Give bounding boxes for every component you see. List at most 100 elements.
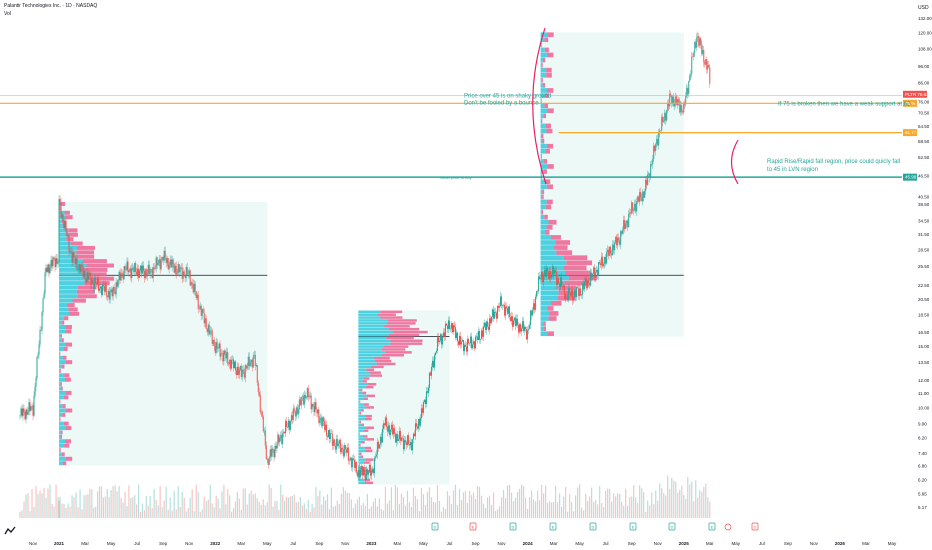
- bracket-arc-left: [532, 27, 547, 185]
- volume-bar: [201, 509, 203, 518]
- time-tick-label: Jul: [603, 541, 609, 546]
- candle-body: [614, 242, 616, 251]
- volume-bar: [27, 493, 29, 518]
- volume-bar: [567, 511, 569, 518]
- profile-bar-up: [358, 397, 364, 401]
- profile-bar-up: [358, 417, 366, 421]
- candle-body: [611, 253, 613, 256]
- profile-bar-down: [62, 355, 67, 360]
- candle-body: [651, 164, 653, 165]
- profile-bar-up: [358, 438, 367, 441]
- volume-bar: [338, 504, 340, 518]
- earnings-marker: E: [469, 522, 477, 531]
- volume-bar: [364, 505, 366, 518]
- candle-body: [666, 110, 668, 121]
- candle-body: [307, 388, 309, 398]
- tradingview-logo-icon[interactable]: [4, 526, 16, 536]
- candle-body: [382, 423, 384, 430]
- volume-bar: [61, 503, 63, 518]
- profile-bar-down: [65, 325, 72, 330]
- profile-bar-up: [59, 281, 85, 286]
- profile-bar-up: [540, 57, 543, 63]
- profile-bar-up: [59, 452, 62, 457]
- profile-bar-up: [358, 374, 371, 377]
- profile-bar-down: [386, 336, 414, 340]
- candle-body: [450, 323, 452, 329]
- volume-bar: [73, 497, 75, 518]
- candle-body: [205, 318, 207, 329]
- volume-profile-layer: [59, 32, 684, 485]
- candle-body: [175, 265, 177, 275]
- candle-body: [414, 423, 416, 437]
- candle-body: [138, 268, 140, 278]
- volume-bar: [268, 484, 270, 518]
- volume-bar: [266, 502, 268, 518]
- volume-bar: [565, 487, 567, 518]
- profile-bar-up: [59, 351, 60, 356]
- candle-body: [186, 266, 188, 275]
- candle-body: [169, 259, 171, 265]
- earnings-marker: D: [589, 522, 597, 531]
- volume-bar: [520, 484, 523, 518]
- profile-bar-up: [358, 319, 388, 322]
- volume-bar: [39, 490, 41, 518]
- candle-body: [107, 290, 109, 298]
- candle-body: [47, 264, 49, 272]
- profile-bar-up: [358, 414, 366, 418]
- volume-bar: [285, 496, 288, 518]
- profile-bar-up: [358, 342, 391, 345]
- volume-bar: [227, 489, 229, 518]
- candle-body: [463, 340, 465, 352]
- candle-body: [244, 365, 246, 378]
- candle-body: [255, 365, 257, 367]
- profile-bar-down: [546, 224, 553, 230]
- profile-bar-up: [540, 285, 559, 291]
- candle-body: [75, 258, 77, 264]
- candle-body: [513, 320, 515, 327]
- candle-body: [290, 415, 292, 422]
- volume-bar: [215, 495, 217, 518]
- profile-bar-down: [86, 263, 114, 268]
- candle-body: [635, 203, 637, 212]
- candle-body: [629, 212, 631, 214]
- profile-bar-down: [64, 373, 70, 378]
- candle-body: [659, 130, 661, 134]
- candle-body: [555, 270, 557, 273]
- candle-body: [247, 356, 249, 366]
- candle-body: [253, 354, 255, 356]
- volume-bar: [334, 505, 336, 518]
- profile-bar-up: [540, 311, 550, 316]
- candle-body: [129, 268, 131, 271]
- volume-bar: [114, 485, 116, 518]
- candle-body: [402, 438, 404, 450]
- candle-body: [458, 336, 460, 345]
- candle-body: [489, 318, 491, 330]
- candle-body: [617, 237, 619, 246]
- profile-bar-down: [365, 481, 374, 485]
- price-tick-label: 46.50: [918, 173, 930, 178]
- volume-label: Vol: [4, 11, 11, 17]
- candle-body: [190, 282, 192, 286]
- volume-bar: [687, 476, 689, 518]
- volume-bar: [246, 504, 248, 518]
- candle-body: [571, 289, 573, 297]
- volume-bar: [430, 497, 433, 518]
- badge-text: 45.98: [905, 175, 917, 180]
- candle-body: [223, 350, 225, 362]
- candle-body: [627, 220, 629, 228]
- volume-bar: [59, 496, 61, 518]
- candle-body: [406, 435, 408, 446]
- volume-bar: [464, 491, 467, 518]
- volume-bar: [400, 493, 403, 518]
- candle-body: [401, 437, 403, 439]
- volume-bar: [573, 511, 575, 518]
- profile-bar-up: [358, 330, 394, 334]
- price-tick-label: 132.00: [918, 16, 932, 21]
- volume-bar: [536, 490, 539, 518]
- volume-bar: [35, 486, 37, 518]
- candle-body: [285, 420, 287, 434]
- candle-body: [500, 296, 502, 307]
- candle-body: [675, 96, 677, 104]
- candle-body: [275, 445, 277, 449]
